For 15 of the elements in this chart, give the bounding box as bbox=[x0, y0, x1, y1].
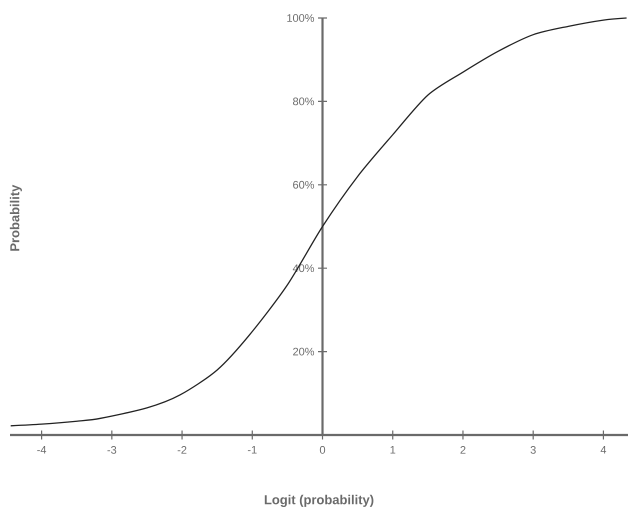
y-tick-label: 60% bbox=[293, 180, 314, 189]
x-axis-title: Logit (probability) bbox=[264, 494, 374, 507]
y-tick-label: 80% bbox=[293, 98, 314, 106]
x-tick-label: 4 bbox=[600, 446, 606, 454]
x-tick-label: 2 bbox=[460, 446, 466, 454]
x-tick-label: -3 bbox=[107, 446, 116, 454]
x-tick-label: -4 bbox=[37, 446, 46, 454]
y-tick-label: 100% bbox=[287, 14, 314, 22]
y-axis-title: Probability bbox=[10, 184, 22, 251]
x-tick-label: -2 bbox=[178, 446, 186, 454]
x-tick-label: 3 bbox=[530, 446, 536, 454]
x-tick-label: 1 bbox=[390, 446, 396, 454]
x-tick-label: -1 bbox=[248, 446, 257, 454]
y-tick-label: 20% bbox=[293, 348, 314, 356]
x-tick-label: 0 bbox=[320, 446, 326, 454]
